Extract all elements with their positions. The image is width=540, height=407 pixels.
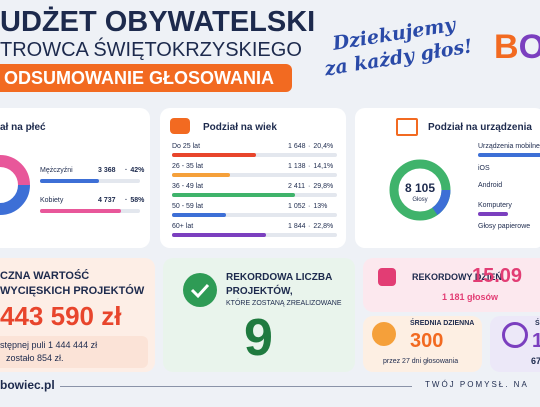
value-line: WYCIĘSKICH PROJEKTÓW: [0, 285, 145, 297]
row-count: 1 138: [288, 163, 306, 170]
row-label: Mężczyźni: [40, 167, 73, 174]
record-votes: 1 181 głosów: [442, 292, 499, 302]
amount: 443 590 zł: [0, 301, 122, 331]
subtitle: TROWCA ŚWIĘTOKRZYSKIEGO: [0, 39, 302, 61]
value-line: CZNA WARTOŚĆ: [0, 270, 90, 282]
device-label: iOS: [478, 165, 490, 172]
bar: [40, 179, 99, 183]
row-label: Do 25 lat: [172, 143, 201, 150]
logo: BO: [494, 28, 540, 67]
row-count: 2 411: [288, 183, 305, 190]
row-count: 4 737: [98, 197, 116, 204]
bar-track: [172, 213, 337, 217]
row-label: 26 - 35 lat: [172, 163, 204, 170]
banner: [0, 64, 292, 92]
bar: [40, 209, 122, 213]
device-bar: [478, 153, 540, 157]
total-label: Głosy: [412, 197, 428, 203]
row-count: 1 052: [288, 203, 306, 210]
total: 8 105: [404, 181, 436, 195]
devices-donut: [389, 159, 451, 221]
partial-value: 1: [532, 330, 540, 352]
donut-segment: [0, 155, 30, 215]
gender-donut: [0, 155, 30, 215]
check-icon: [183, 273, 217, 307]
device-label: Głosy papierowe: [478, 223, 531, 230]
footer-line: [60, 386, 412, 387]
device-bar: [478, 212, 508, 216]
partial-sub: 67: [531, 356, 540, 366]
note: stępnej puli 1 444 444 zł: [0, 340, 98, 350]
row-count: 1 648: [288, 143, 306, 150]
banner-text: ODSUMOWANIE GŁOSOWANIA: [4, 68, 274, 88]
clock-icon: [502, 322, 528, 348]
row-share: 13%: [305, 203, 327, 210]
projects-line: REKORDOWA LICZBA: [226, 272, 333, 283]
avg-note: przez 27 dni głosowania: [383, 358, 459, 365]
icon: [170, 118, 190, 134]
card-title: Podział na wiek: [203, 122, 277, 133]
note-box: [0, 336, 148, 368]
row-share: 58%: [122, 197, 144, 204]
logo-o: O: [518, 28, 540, 66]
bar: [172, 153, 257, 157]
avg-label: ŚREDNIA DZIENNA: [410, 320, 475, 327]
bar-track: [172, 173, 337, 177]
record-label: REKORDOWY DZIEŃ: [412, 272, 502, 282]
row-share: 14,1%: [305, 163, 333, 170]
partial-label: Ś: [535, 320, 540, 327]
icon: [396, 118, 418, 136]
row-share: 20,4%: [305, 143, 333, 150]
slogan: TWÓJ POMYSŁ. NA: [425, 380, 529, 389]
projects-sub: KTÓRE ZOSTANĄ ZREALIZOWANE: [226, 300, 342, 307]
row-share: 22,8%: [305, 223, 333, 230]
row-label: 60+ lat: [172, 223, 194, 230]
bar: [172, 193, 295, 197]
chart-icon: [372, 322, 396, 346]
calendar-icon: [378, 268, 396, 286]
bar: [172, 233, 267, 237]
site: bowiec.pl: [0, 378, 55, 392]
device-label: Android: [478, 182, 503, 189]
donut-ring: [389, 159, 451, 221]
row-label: 50 - 59 lat: [172, 203, 204, 210]
logo-b: B: [494, 28, 519, 66]
row-count: 1 844: [288, 223, 306, 230]
note: zostało 854 zł.: [6, 353, 64, 363]
device-label: Komputery: [478, 202, 512, 209]
title: UDŻET OBYWATELSKI: [0, 6, 316, 38]
row-count: 3 368: [98, 167, 116, 174]
row-share: 42%: [122, 167, 144, 174]
thanks: Dziekujemy za każdy głos!: [319, 11, 474, 82]
card-title: Podział na urządzenia: [428, 122, 532, 133]
projects-line: PROJEKTÓW,: [226, 286, 293, 297]
bar: [172, 173, 231, 177]
card-title: ał na płeć: [0, 122, 46, 133]
bar: [172, 213, 226, 217]
record-date: 15.09: [472, 265, 523, 287]
row-share: 29,8%: [305, 183, 333, 190]
row-label: 36 - 49 lat: [172, 183, 204, 190]
row-label: Kobiety: [40, 197, 64, 204]
projects-count: 9: [244, 309, 273, 367]
device-label: Urządzenia mobilne: [478, 143, 540, 150]
avg-value: 300: [410, 330, 444, 352]
